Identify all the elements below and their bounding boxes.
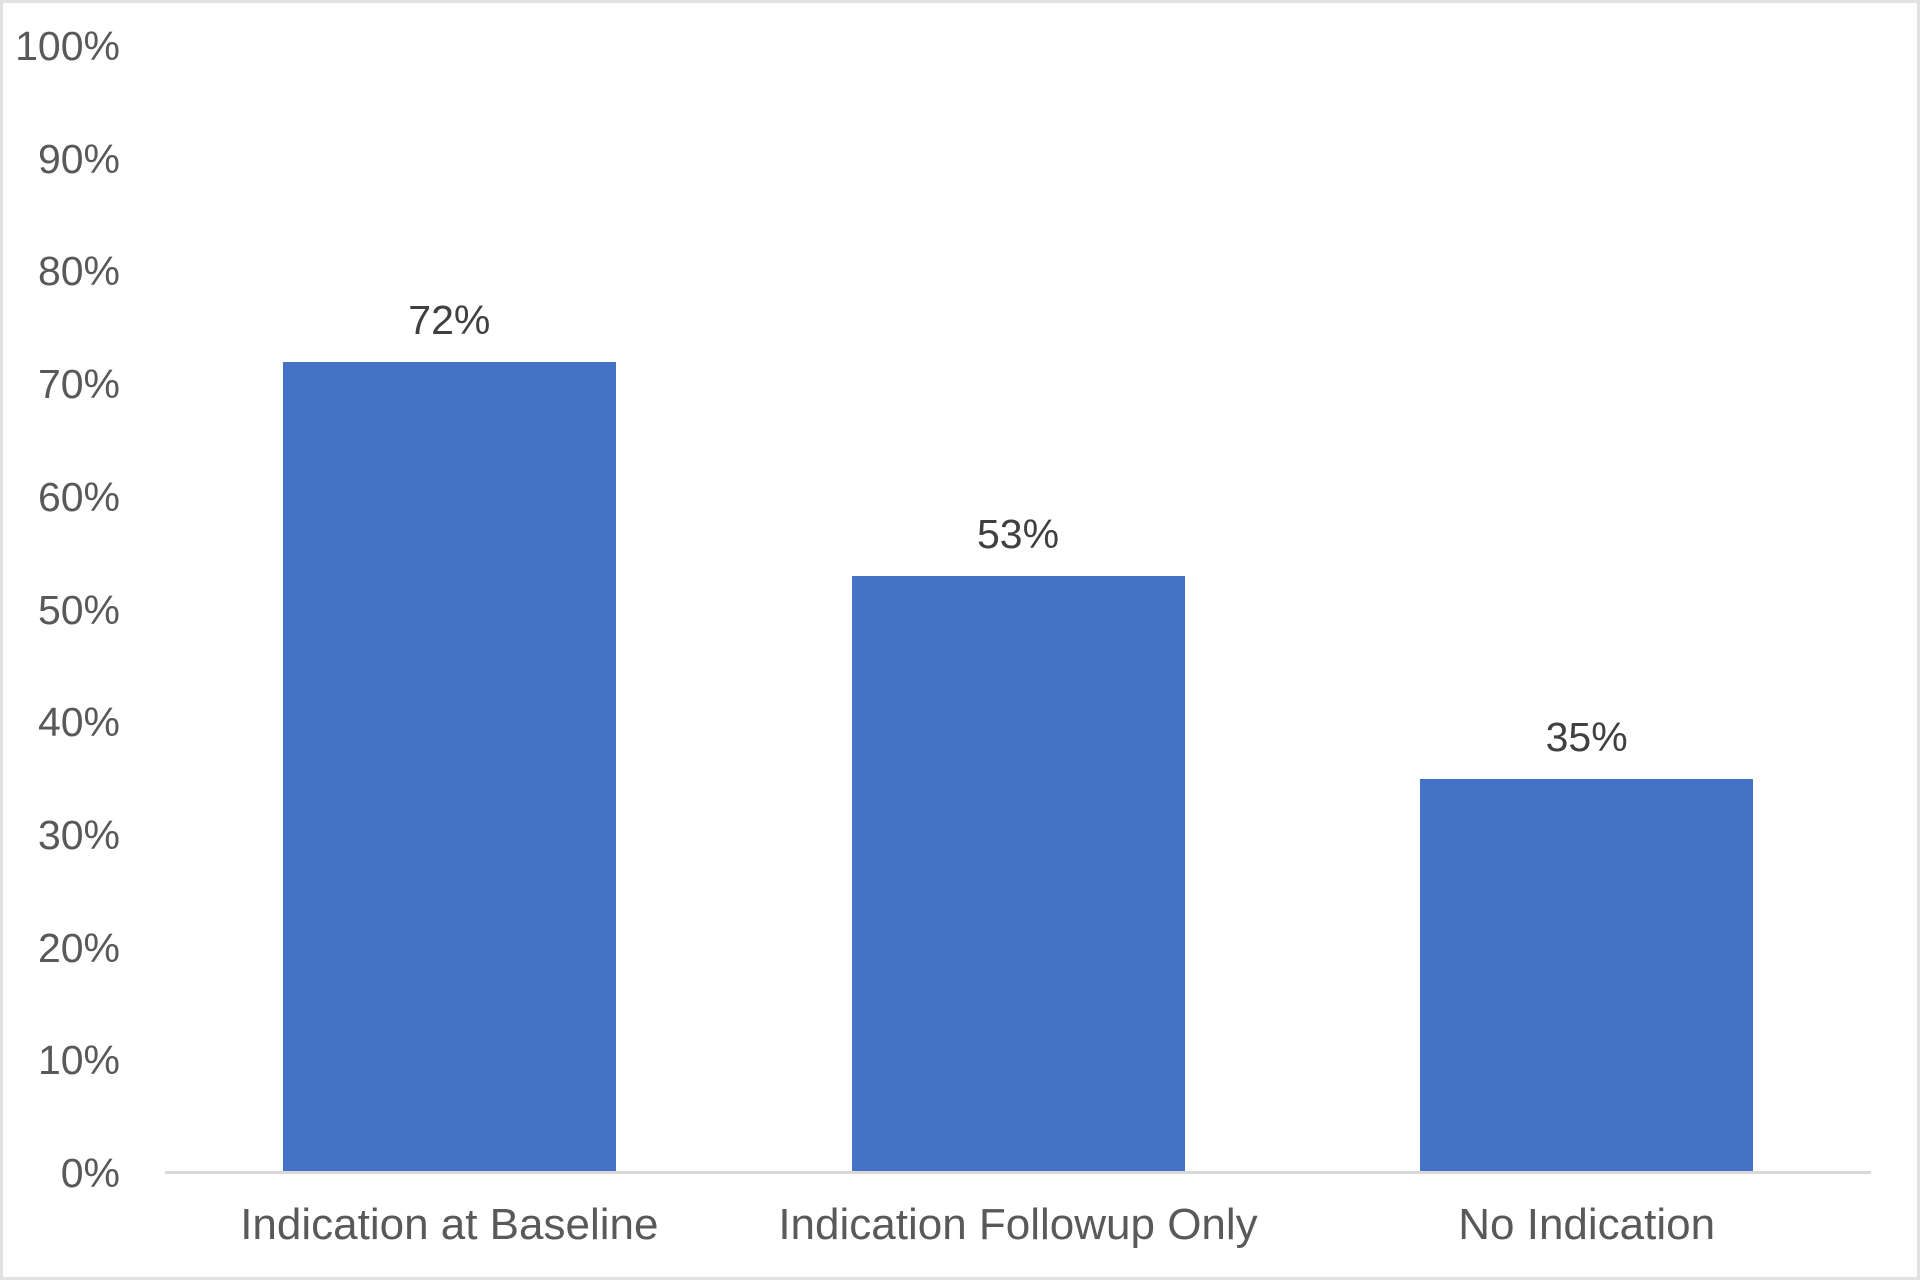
bar-data-label: 35% (1545, 713, 1628, 760)
y-axis-tick-label: 70% (37, 361, 120, 408)
y-axis-tick-label: 90% (37, 135, 120, 182)
x-axis-category-label: Indication at Baseline (240, 1200, 659, 1249)
y-axis-tick-label: 100% (15, 23, 120, 69)
bar-data-label: 53% (976, 510, 1060, 557)
bar (1420, 778, 1754, 1173)
y-axis-tick-label: 20% (37, 924, 120, 971)
y-axis-tick-label: 60% (37, 473, 120, 520)
x-axis-category-label: Indication Followup Only (778, 1200, 1258, 1249)
x-axis-line (165, 1171, 1871, 1174)
chart-plot-area: 0% 10% 20% 30% 40% 50% 60% 70% 80% 90% 100% 72% 53%… (3, 3, 1917, 1277)
y-axis-tick-label: 50% (37, 586, 120, 633)
y-axis-tick-label: 80% (37, 248, 120, 295)
y-axis-tick-label: 30% (37, 811, 120, 858)
x-axis-category-label: No Indication (1458, 1200, 1716, 1249)
y-axis-tick-label: 0% (60, 1150, 120, 1196)
bar (851, 575, 1185, 1173)
y-axis-tick-label: 10% (37, 1037, 120, 1084)
bar (282, 361, 616, 1173)
bar-data-label: 72% (408, 296, 491, 343)
y-axis-tick-label: 40% (37, 699, 120, 746)
